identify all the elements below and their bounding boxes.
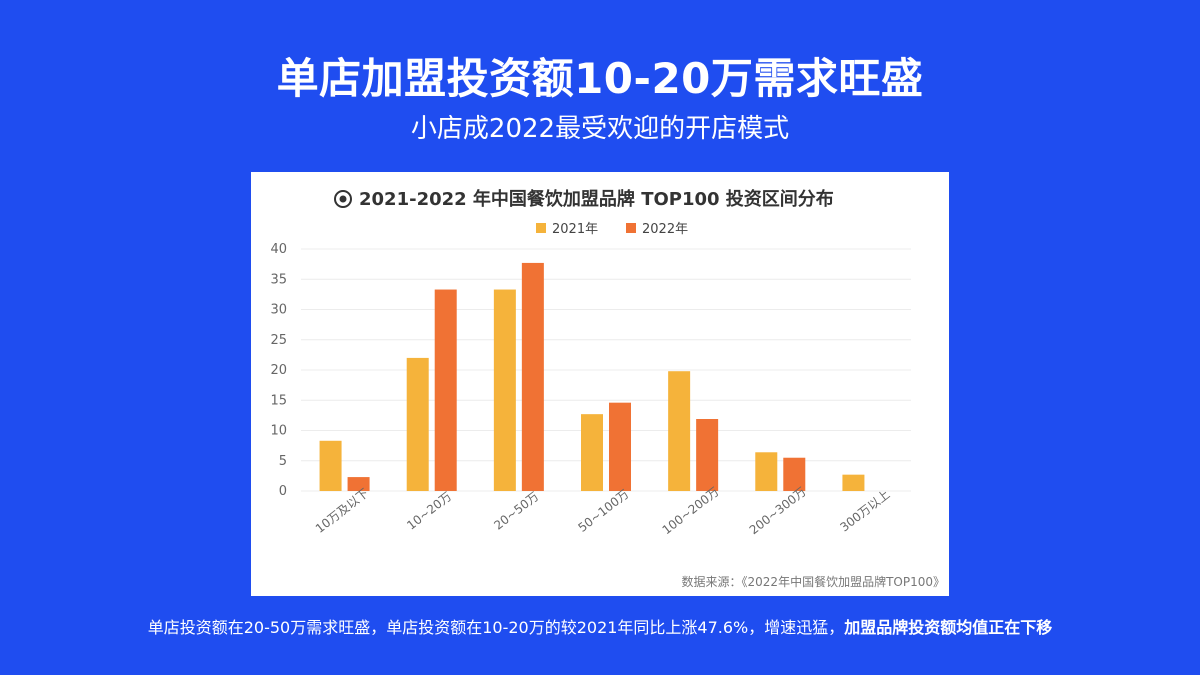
x-tick-label: 20~50万 — [491, 489, 541, 532]
bar — [493, 289, 516, 491]
x-tick-label: 100~200万 — [660, 484, 722, 537]
target-icon — [334, 190, 352, 208]
legend-label: 2021年 — [552, 222, 598, 237]
footer-text: 单店投资额在20-50万需求旺盛，单店投资额在10-20万的较2021年同比上涨… — [147, 618, 845, 637]
chart-bars — [319, 262, 865, 491]
bar — [521, 262, 544, 491]
chart-source: 数据来源：《2022年中国餐饮加盟品牌TOP100》 — [682, 574, 945, 589]
page-subtitle: 小店成2022最受欢迎的开店模式 — [410, 114, 790, 144]
x-tick-label: 10~20万 — [404, 489, 454, 532]
footer-emphasis: 加盟品牌投资额均值正在下移 — [844, 618, 1053, 637]
bar — [406, 357, 429, 491]
y-tick-label: 0 — [279, 484, 287, 499]
bar — [434, 289, 457, 491]
bar — [609, 402, 631, 491]
bar — [696, 419, 719, 491]
x-tick-label: 10万及以下 — [313, 486, 371, 536]
y-tick-label: 35 — [270, 272, 287, 287]
chart-card: 2021-2022 年中国餐饮加盟品牌 TOP100 投资区间分布 2021年 2… — [251, 172, 949, 596]
x-axis: 10万及以下 10~20万 20~50万 50~100万 100~200万 200~300… — [313, 484, 893, 537]
x-tick-label: 200~300万 — [747, 484, 809, 537]
x-tick-label: 300万以上 — [837, 487, 892, 534]
target-icon-center — [339, 195, 347, 203]
chart-title-group: 2021-2022 年中国餐饮加盟品牌 TOP100 投资区间分布 — [334, 188, 834, 210]
bar — [319, 440, 342, 491]
bar — [581, 414, 603, 491]
legend-label: 2022年 — [642, 222, 688, 237]
y-tick-label: 5 — [279, 454, 287, 469]
y-axis: 0 5 10 15 20 25 30 35 40 — [270, 242, 287, 499]
y-tick-label: 30 — [270, 303, 287, 318]
bar-chart: 2021-2022 年中国餐饮加盟品牌 TOP100 投资区间分布 2021年 2… — [270, 188, 945, 589]
y-tick-label: 25 — [270, 333, 287, 348]
legend-swatch — [536, 223, 546, 233]
x-tick-label: 50~100万 — [575, 487, 631, 535]
y-tick-label: 20 — [270, 363, 287, 378]
chart-grid — [301, 248, 911, 492]
bar — [842, 474, 865, 491]
chart-legend: 2021年 2022年 — [536, 222, 688, 237]
footer-note: 单店投资额在20-50万需求旺盛，单店投资额在10-20万的较2021年同比上涨… — [0, 615, 1200, 641]
chart-title: 2021-2022 年中国餐饮加盟品牌 TOP100 投资区间分布 — [359, 188, 834, 210]
bar — [668, 371, 691, 491]
y-tick-label: 10 — [270, 424, 287, 439]
bar — [347, 477, 370, 491]
bar — [783, 457, 806, 491]
legend-swatch — [626, 223, 636, 233]
y-tick-label: 40 — [270, 242, 287, 257]
y-tick-label: 15 — [270, 393, 287, 408]
bar — [755, 452, 778, 491]
page-title: 单店加盟投资额10-20万需求旺盛 — [276, 54, 924, 103]
